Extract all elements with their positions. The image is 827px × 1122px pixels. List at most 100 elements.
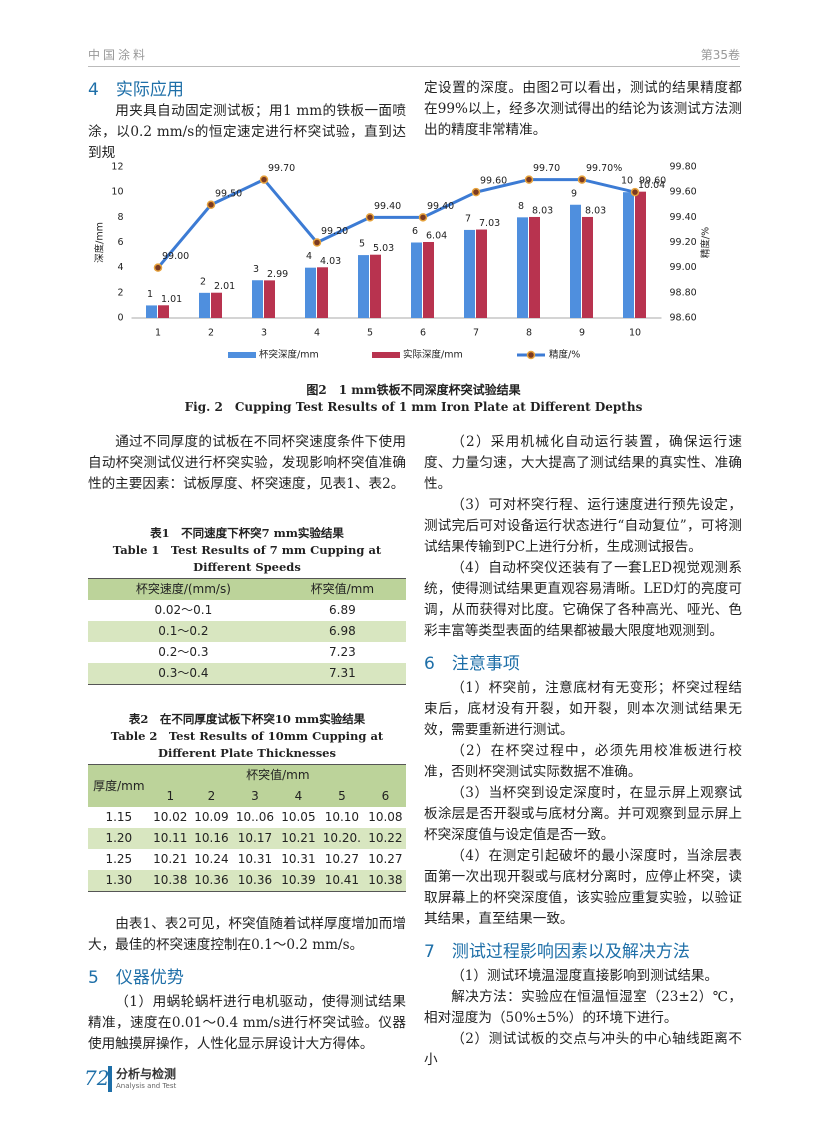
y2-tick-label: 99.40 [670, 212, 697, 223]
cell: 10.09 [194, 810, 229, 824]
header-cell: 4 [277, 786, 319, 807]
bar-value-label: 1 [147, 289, 153, 300]
paragraph: 用夹具自动固定测试板；用1 mm的铁板一面喷涂，以0.2 mm/s的恒定速定进行… [88, 103, 406, 161]
cell: 1.20 [88, 828, 150, 849]
bar [423, 241, 434, 318]
header-cell: 杯突速度/(mm/s) [88, 578, 279, 600]
bar-value-label: 4.03 [320, 256, 341, 267]
bar-value-label: 10.04 [638, 180, 665, 191]
bar [158, 305, 169, 318]
paragraph: （4）自动杯突仪还装有了一套LED视觉观测系统，使得测试结果更直观容易清晰。LE… [424, 560, 742, 639]
caption-en: Table 1 Test Results of 7 mm Cupping at … [112, 543, 382, 574]
line-marker [206, 200, 216, 209]
cell: 10.39 [277, 870, 319, 892]
line-marker [312, 238, 322, 247]
right-top: 定设置的深度。由图2可以看出，测试的结果精度都在99%以上，经多次测试得出的结论… [424, 78, 742, 141]
bar-value-label: 2.99 [267, 269, 288, 280]
x-tick-label: 10 [629, 328, 641, 339]
cell: 10.38 [364, 870, 406, 892]
paragraph: （2）采用机械化自动运行装置，确保运行速度、力量匀速，大大提高了测试结果的真实性… [424, 434, 742, 492]
line-value-label: 99.60 [639, 176, 666, 187]
line-marker [471, 187, 481, 197]
paragraph: （4）在测定引起破坏的最小深度时，当涂层表面第一次出现开裂或与底材分离时，应停止… [424, 848, 742, 927]
right-column: （2）采用机械化自动运行装置，确保运行速度、力量匀速，大大提高了测试结果的真实性… [424, 432, 742, 1071]
heading: 7 测试过程影响因素以及解决方法 [424, 942, 690, 962]
line-marker [418, 213, 428, 222]
y-tick-label: 0 [117, 313, 123, 324]
bar [370, 254, 381, 318]
paragraph: （1）测试环境温湿度直接影响到测试结果。 [451, 968, 719, 984]
cell: 10.20. [319, 828, 365, 849]
legend-label: 实际深度/mm [403, 349, 463, 361]
header-cell: 5 [319, 786, 365, 807]
bar-value-label: 8 [518, 201, 524, 212]
x-tick-label: 5 [367, 328, 373, 339]
bar-value-label: 10 [621, 176, 633, 187]
x-tick-label: 3 [261, 328, 267, 339]
line-marker [577, 175, 587, 184]
paragraph: 定设置的深度。由图2可以看出，测试的结果精度都在99%以上，经多次测试得出的结论… [424, 80, 742, 138]
table: 杯突速度/(mm/s) 杯突值/mm 0.02～0.1 6.89 0.1～0.2 6.98… [88, 578, 406, 685]
row: 0.3～0.4 7.31 [88, 663, 406, 685]
y-tick-label: 12 [111, 162, 123, 173]
cell: 1.30 [88, 870, 150, 892]
paragraph: 通过不同厚度的试板在不同杯突速度条件下使用自动杯突测试仪进行杯突实验，发现影响杯… [88, 434, 406, 492]
paragraph: （2）在杯突过程中，必须先用校准板进行校准，否则杯突测试实际数据不准确。 [424, 743, 742, 780]
y-tick-label: 10 [111, 187, 123, 198]
x-tick-label: 4 [314, 328, 320, 339]
bar [199, 292, 210, 318]
legend-label: 杯突深度/mm [259, 349, 319, 361]
journal: 中国涂料 [88, 48, 149, 62]
row: 1.15 10.02 10.09 10..06 10.05 10.10 10.08 [88, 807, 406, 828]
line-value-label: 99.70 [268, 163, 295, 174]
cell: 10.27 [324, 852, 360, 866]
heading: 5 仪器优势 [88, 968, 184, 988]
x-tick-label: 1 [155, 328, 161, 339]
line-marker [259, 175, 269, 184]
cell: 10.38 [149, 870, 191, 892]
header-cell: 杯突值/mm [278, 578, 406, 600]
cell: 10.16 [190, 828, 233, 849]
x-tick-label: 8 [526, 328, 532, 339]
bar-value-label: 4 [306, 251, 312, 262]
row: 0.02～0.1 6.89 [88, 600, 406, 621]
header-row: 杯突速度/(mm/s) 杯突值/mm [88, 578, 406, 600]
line [156, 177, 636, 269]
y-tick-label: 4 [117, 262, 123, 273]
paragraph: 由表1、表2可见，杯突值随着试样厚度增加而增大，最佳的杯突速度控制在0.1～0.… [88, 916, 406, 953]
row: 1.20 10.11 10.16 10.17 10.21 10.20. 10.22 [88, 828, 406, 849]
table-caption: 表2 在不同厚度试板下杯突10 mm实验结果 Table 2 Test Resu… [88, 711, 406, 762]
cell: 0.1～0.2 [88, 621, 279, 642]
line-marker [153, 263, 163, 272]
bar-value-label: 7.03 [479, 218, 500, 229]
bar-value-label: 3 [253, 264, 259, 275]
cell: 10.31 [237, 852, 273, 866]
bar-value-label: 9 [571, 188, 577, 199]
y2-tick-label: 99.80 [670, 162, 697, 173]
line-value-label: 99.40 [427, 201, 454, 212]
paragraph: （3）可对杯突行程、运行速度进行预先设定，测试完后可对设备运行状态进行“自动复位… [424, 497, 742, 555]
cell: 10.08 [368, 810, 403, 824]
line-marker [630, 187, 640, 197]
header-rule [88, 66, 740, 67]
bar-value-label: 6.04 [426, 230, 447, 241]
cell: 10.10 [324, 810, 360, 824]
cell: 10.36 [232, 870, 278, 892]
heading: 6 注意事项 [424, 654, 520, 674]
cell: 1.15 [105, 810, 133, 824]
y2-tick-label: 98.80 [670, 287, 697, 298]
bar [358, 255, 369, 318]
y2-tick-label: 99.60 [670, 187, 697, 198]
header-cell: 6 [364, 786, 406, 807]
cell: 7.31 [278, 663, 406, 685]
cell: 10.24 [194, 852, 229, 866]
bar-value-label: 5.03 [373, 243, 394, 254]
header-cell: 1 [149, 786, 191, 807]
line-value-label: 99.70% [586, 163, 622, 174]
cell: 6.98 [278, 621, 406, 642]
line-marker [365, 213, 375, 222]
paragraph: （3）当杯突到设定深度时，在显示屏上观察试板涂层是否开裂或与底材分离。并可观察到… [424, 785, 742, 843]
footer-subtitle: Analysis and Test [116, 1082, 177, 1090]
y-tick-label: 6 [117, 237, 123, 248]
header-cell: 厚度/mm [88, 764, 150, 807]
